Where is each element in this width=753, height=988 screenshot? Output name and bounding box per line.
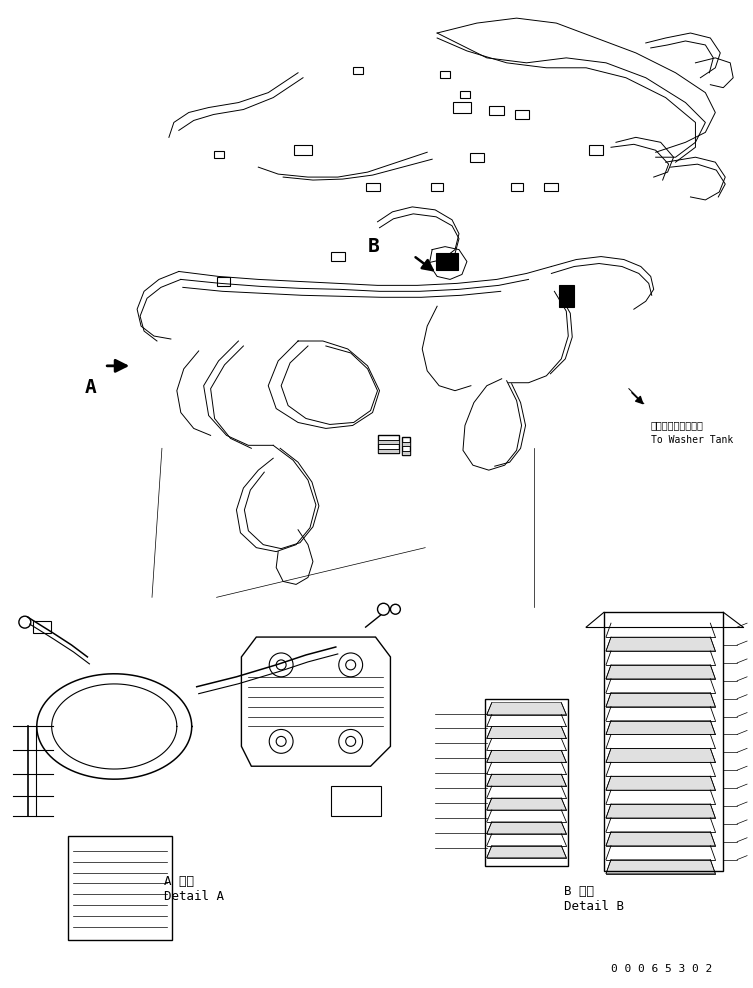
Polygon shape: [436, 253, 458, 271]
Polygon shape: [377, 440, 399, 445]
Polygon shape: [377, 449, 399, 453]
Text: B: B: [367, 236, 380, 256]
Polygon shape: [486, 775, 566, 786]
Polygon shape: [606, 804, 715, 818]
Polygon shape: [606, 748, 715, 762]
Polygon shape: [486, 702, 566, 714]
Text: 0 0 0 6 5 3 0 2: 0 0 0 6 5 3 0 2: [611, 964, 712, 974]
Polygon shape: [606, 832, 715, 846]
Polygon shape: [559, 286, 574, 307]
Text: B 詳細: B 詳細: [564, 885, 594, 898]
Text: To Washer Tank: To Washer Tank: [651, 436, 733, 446]
Polygon shape: [486, 798, 566, 810]
Polygon shape: [606, 860, 715, 873]
Text: ウォッシャタンクヘ: ウォッシャタンクヘ: [651, 421, 703, 431]
Text: A 詳細: A 詳細: [164, 875, 194, 888]
Polygon shape: [606, 720, 715, 734]
Polygon shape: [486, 846, 566, 858]
Text: Detail A: Detail A: [164, 890, 224, 903]
Polygon shape: [606, 665, 715, 679]
Polygon shape: [486, 726, 566, 738]
Polygon shape: [486, 822, 566, 834]
Text: A: A: [84, 377, 96, 396]
Polygon shape: [606, 637, 715, 651]
Polygon shape: [606, 693, 715, 706]
Text: Detail B: Detail B: [564, 900, 624, 913]
Polygon shape: [402, 451, 410, 455]
Polygon shape: [402, 442, 410, 447]
Polygon shape: [486, 750, 566, 762]
Polygon shape: [606, 777, 715, 790]
